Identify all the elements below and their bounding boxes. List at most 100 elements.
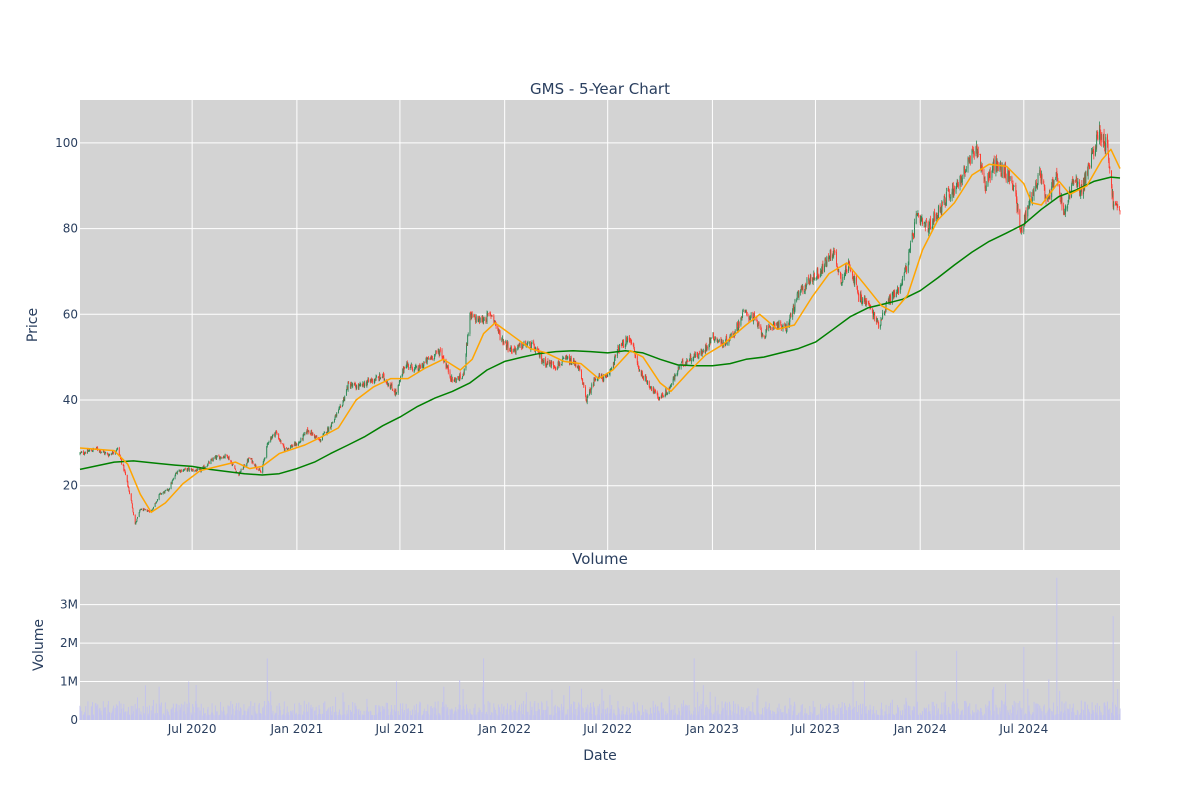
candle-body — [942, 202, 943, 203]
candle-body — [136, 519, 137, 522]
candlestick — [810, 275, 811, 282]
volume-bar — [181, 704, 182, 720]
volume-bar — [783, 712, 784, 720]
candle-body — [767, 327, 768, 328]
candle-body — [958, 184, 959, 187]
volume-bar — [133, 711, 134, 720]
candle-body — [392, 389, 393, 391]
candle-body — [132, 508, 133, 512]
candle-body — [1119, 209, 1120, 210]
volume-bar — [312, 707, 313, 720]
candlestick — [912, 230, 913, 243]
candle-body — [856, 277, 857, 284]
candlestick — [488, 313, 489, 316]
candle-body — [585, 387, 586, 395]
volume-bar — [723, 708, 724, 720]
candle-body — [922, 219, 923, 224]
candle-body — [649, 381, 650, 387]
candle-body — [241, 469, 242, 472]
candle-body — [1097, 135, 1098, 139]
candlestick — [822, 261, 823, 274]
candle-body — [308, 431, 309, 433]
volume-bar — [767, 709, 768, 720]
candlestick — [619, 344, 620, 352]
candlestick — [715, 336, 716, 340]
volume-bar — [667, 713, 668, 720]
volume-bar — [563, 695, 564, 720]
volume-bar — [253, 706, 254, 720]
candle-body — [543, 358, 544, 363]
candlestick — [280, 440, 281, 444]
candle-body — [508, 343, 509, 349]
candle-body — [475, 315, 476, 318]
candlestick — [838, 269, 839, 272]
volume-bar — [221, 710, 222, 720]
volume-bar — [464, 709, 465, 720]
candle-body — [372, 379, 373, 382]
date-axis-label: Date — [583, 748, 616, 764]
candle-body — [930, 219, 931, 229]
candle-body — [177, 471, 178, 474]
candle-body — [398, 385, 399, 393]
candlestick — [157, 499, 158, 501]
candle-body — [460, 374, 461, 378]
candle-body — [512, 351, 513, 353]
volume-bar — [818, 714, 819, 720]
candle-body — [647, 381, 648, 384]
candlestick — [902, 276, 903, 285]
candle-body — [364, 382, 365, 386]
volume-bar — [878, 715, 879, 720]
candle-body — [822, 264, 823, 271]
candle-body — [428, 358, 429, 360]
volume-bar — [304, 712, 305, 720]
candle-body — [797, 294, 798, 300]
candlestick — [288, 448, 289, 449]
candle-body — [1054, 180, 1055, 184]
volume-bar — [635, 715, 636, 720]
candle-body — [484, 319, 485, 321]
candle-body — [687, 359, 688, 361]
price-tick-label: 40 — [63, 393, 78, 407]
volume-bar — [731, 715, 732, 720]
volume-bar — [651, 713, 652, 720]
candle-body — [132, 504, 133, 508]
candle-body — [528, 343, 529, 344]
candlestick — [1032, 196, 1033, 205]
candlestick — [543, 358, 544, 366]
candlestick — [261, 471, 262, 473]
volume-bar — [93, 714, 94, 720]
candle-body — [990, 171, 991, 178]
price-tick-label: 100 — [55, 136, 78, 150]
candlestick — [954, 186, 955, 196]
candle-body — [89, 450, 90, 451]
candle-body — [448, 367, 449, 373]
volume-bar — [153, 700, 154, 720]
candlestick — [615, 355, 616, 358]
candle-body — [165, 490, 166, 491]
candle-body — [456, 379, 457, 382]
candle-body — [432, 356, 433, 359]
candlestick — [874, 312, 875, 322]
candlestick — [181, 469, 182, 472]
candlestick — [131, 500, 132, 503]
candlestick — [452, 377, 453, 383]
volume-bar — [759, 714, 760, 720]
candlestick — [132, 508, 133, 513]
candlestick — [145, 509, 146, 510]
candle-body — [838, 271, 839, 272]
candle-body — [559, 363, 560, 365]
volume-bar — [727, 703, 728, 720]
volume-bar — [392, 715, 393, 720]
candlestick — [1006, 174, 1007, 183]
candlestick — [1042, 174, 1043, 185]
candle-body — [966, 169, 967, 171]
candlestick — [880, 317, 881, 326]
volume-bar — [249, 706, 250, 720]
candle-body — [882, 319, 883, 320]
volume-bar — [715, 697, 716, 720]
volume-bar — [591, 714, 592, 720]
candlestick — [1105, 134, 1106, 154]
volume-bar — [786, 713, 787, 720]
candlestick — [587, 394, 588, 398]
